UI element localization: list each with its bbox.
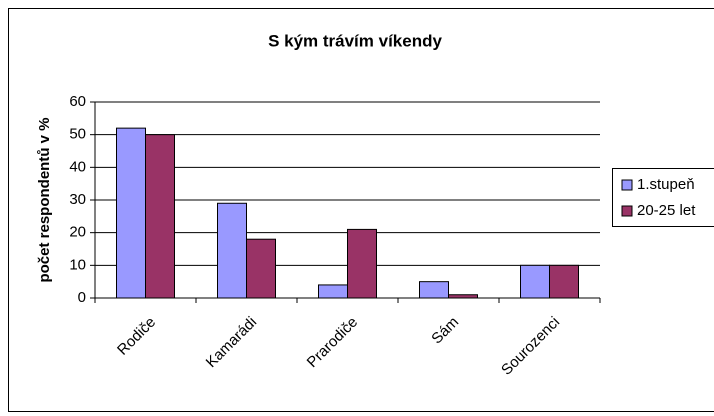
y-tick-label: 40 — [69, 158, 86, 175]
bar — [246, 238, 276, 299]
bar — [347, 228, 377, 299]
bar — [116, 127, 146, 299]
legend: 1.stupeň 20-25 let — [612, 168, 714, 227]
legend-swatch — [621, 179, 633, 191]
y-tick-label: 30 — [69, 191, 86, 208]
chart-title: S kým trávím víkendy — [268, 31, 442, 50]
legend-label: 20-25 let — [637, 202, 696, 219]
y-tick-label: 0 — [78, 289, 86, 306]
legend-box — [612, 168, 714, 227]
y-tick-label: 60 — [69, 93, 86, 110]
bar — [520, 264, 550, 299]
y-axis-label: počet respondentů v % — [36, 117, 53, 282]
legend-label: 1.stupeň — [637, 176, 695, 193]
bar — [549, 264, 579, 299]
bar — [217, 202, 247, 299]
y-tick-label: 10 — [69, 256, 86, 273]
bar — [419, 281, 449, 299]
legend-swatch — [621, 205, 633, 217]
y-tick-label: 20 — [69, 224, 86, 241]
bar — [318, 284, 348, 299]
y-tick-label: 50 — [69, 126, 86, 143]
bar — [145, 134, 175, 299]
chart-border — [8, 8, 714, 412]
